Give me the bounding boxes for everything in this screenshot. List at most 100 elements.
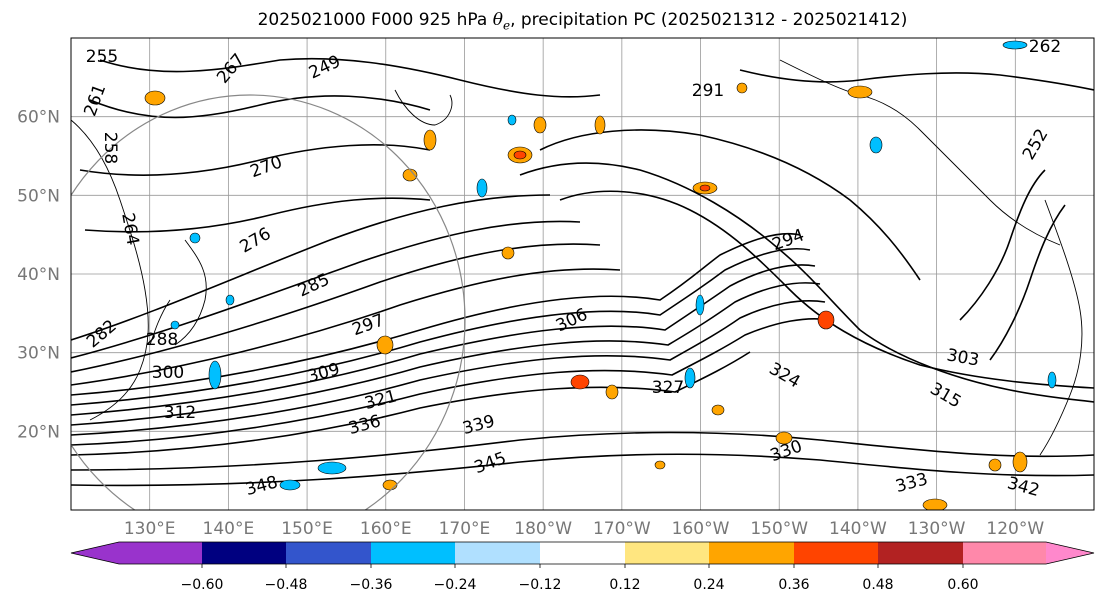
contour-line	[71, 282, 821, 426]
contour-line	[71, 268, 621, 386]
contour-line	[559, 190, 1094, 389]
precip-blob	[189, 232, 201, 244]
lon-tick-label: 130°E	[124, 519, 176, 539]
contour-line	[84, 197, 431, 233]
precip-blob	[817, 310, 835, 330]
colorbar-outline	[70, 541, 1095, 565]
precip-blob	[507, 114, 517, 126]
precip-blob	[711, 404, 725, 416]
colorbar-tick-label: 0.60	[947, 577, 978, 593]
precip-blob	[570, 374, 590, 390]
colorbar-tick-label: −0.12	[519, 577, 562, 593]
colorbar-segment	[371, 542, 455, 564]
contour-line	[71, 351, 751, 456]
colorbar-segment	[286, 542, 371, 564]
precip-blob	[225, 294, 235, 306]
contour-label: 312	[164, 403, 196, 423]
colorbar-segment	[119, 542, 202, 564]
colorbar-segment	[878, 542, 963, 564]
contour-label: 300	[152, 363, 184, 383]
contour-line	[99, 57, 601, 98]
colorbar-tick-label: 0.12	[609, 577, 640, 593]
contour-line	[71, 264, 816, 416]
contour-line	[71, 317, 831, 446]
precip-blob	[699, 184, 711, 192]
lon-tick-label: 140°W	[829, 519, 887, 539]
precip-blob	[170, 320, 180, 330]
precip-blob	[376, 335, 394, 355]
contour-label: 255	[86, 47, 118, 67]
colorbar-tick-label: 0.48	[862, 577, 893, 593]
precip-blob	[476, 178, 488, 198]
contour-line	[79, 143, 431, 177]
colorbar-tick-label: −0.60	[181, 577, 224, 593]
colorbar-tick-label: −0.24	[434, 577, 477, 593]
contour-line	[71, 299, 826, 436]
lon-tick-label: 170°W	[593, 519, 651, 539]
colorbar-segment	[963, 542, 1046, 564]
lon-tick-label: 140°E	[203, 519, 255, 539]
precip-shading	[144, 40, 1057, 510]
contour-line	[71, 431, 1094, 471]
colorbar-segment	[202, 542, 286, 564]
contour-line	[89, 95, 431, 119]
map-title: 2025021000 F000 925 hPa θe, precipitatio…	[0, 10, 1105, 32]
colorbar-tick-label: −0.36	[350, 577, 393, 593]
coastline-kamchatka	[394, 89, 453, 126]
contour-line	[519, 162, 1094, 403]
precip-blob	[501, 246, 515, 260]
contour-label: 262	[1029, 37, 1061, 57]
longitude-labels: 130°E 140°E 150°E 160°E 170°E 180°W 170°W 160°W…	[124, 519, 1045, 539]
colorbar-segment	[625, 542, 709, 564]
precip-blob	[533, 116, 547, 134]
contour-line	[71, 232, 801, 396]
map-frame	[70, 37, 1095, 511]
contour-line	[71, 194, 551, 341]
precip-blob	[736, 82, 748, 94]
colorbar-segment	[540, 542, 625, 564]
lon-tick-label: 150°W	[750, 519, 808, 539]
contour-line	[959, 169, 1046, 321]
precip-blob	[775, 431, 793, 445]
precip-blob	[988, 458, 1002, 472]
colorbar-ticks: −0.60 −0.48 −0.36 −0.24 −0.12 0.12 0.24 0.36 0.4…	[181, 564, 979, 593]
contour-line	[539, 129, 921, 281]
precip-blob	[208, 360, 222, 390]
precip-blob	[1047, 371, 1057, 389]
lat-tick-label: 30°N	[17, 344, 60, 364]
precip-blob	[423, 129, 437, 151]
precip-blob	[279, 479, 301, 491]
lat-tick-label: 60°N	[17, 108, 60, 128]
precip-blob	[594, 115, 606, 135]
reference-circle	[71, 94, 466, 510]
contour-line	[71, 220, 581, 359]
title-prefix: 2025021000 F000 925 hPa	[257, 10, 493, 30]
precip-blob	[922, 498, 948, 510]
colorbar-segment	[455, 542, 540, 564]
contour-label: 258	[100, 132, 120, 164]
precip-blob	[1002, 40, 1028, 50]
precip-blob	[684, 367, 696, 389]
precip-blob	[695, 294, 705, 316]
contour-label: 327	[652, 378, 684, 398]
lat-tick-label: 20°N	[17, 422, 60, 442]
colorbar	[70, 541, 1095, 565]
lat-tick-label: 50°N	[17, 186, 60, 206]
lat-tick-label: 40°N	[17, 265, 60, 285]
coastline-north-america	[1039, 199, 1083, 456]
precip-blob	[382, 479, 398, 491]
precip-blob	[605, 384, 619, 400]
lon-tick-label: 130°W	[908, 519, 966, 539]
colorbar-tick-label: −0.48	[265, 577, 308, 593]
title-theta-sub: e	[502, 18, 511, 33]
contour-label: 291	[692, 81, 724, 101]
coastline-alaska	[779, 59, 1061, 246]
colorbar-tick-label: 0.24	[693, 577, 724, 593]
colorbar-extend-left	[71, 542, 119, 564]
colorbar-extend-right	[1046, 542, 1094, 564]
theta-e-contours	[71, 57, 1094, 487]
lon-tick-label: 160°E	[360, 519, 412, 539]
contour-line	[71, 247, 811, 406]
colorbar-segment	[794, 542, 878, 564]
